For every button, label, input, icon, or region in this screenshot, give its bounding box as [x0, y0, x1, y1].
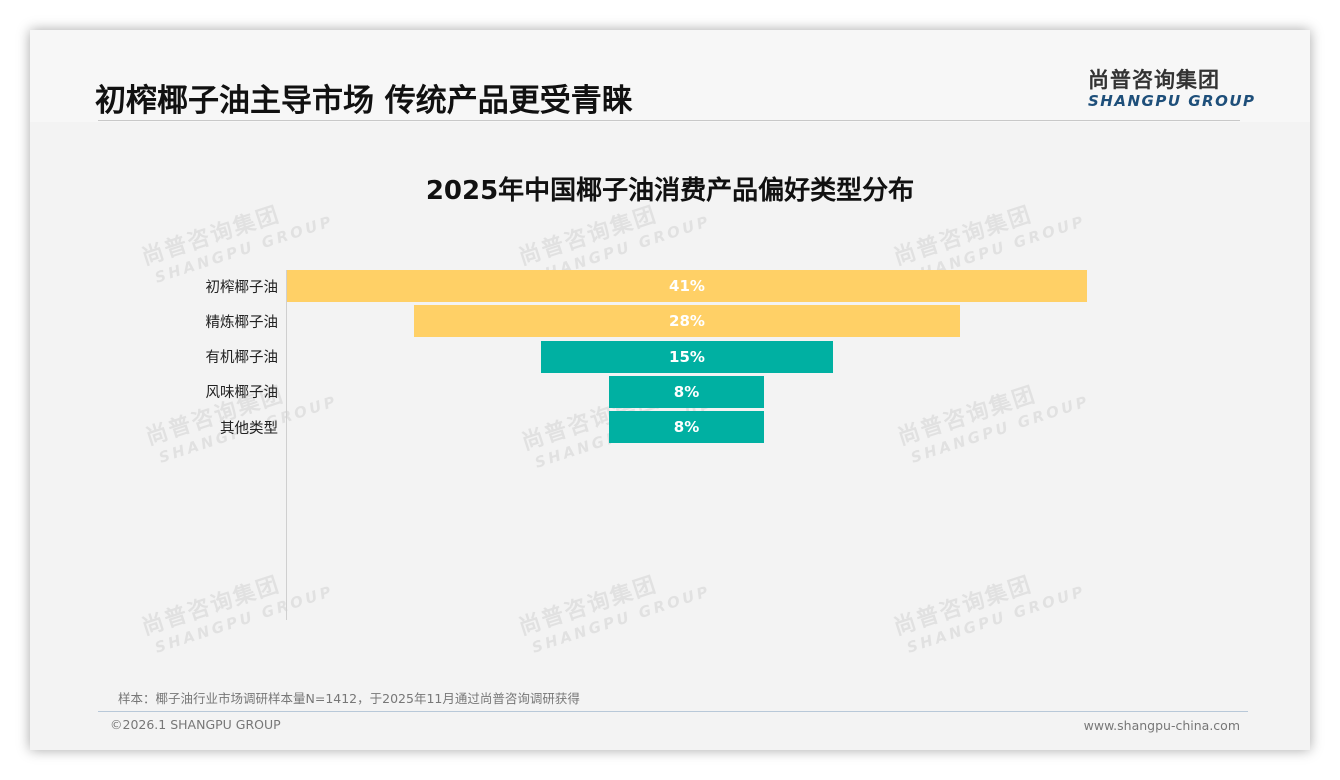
- bar-value-label: 41%: [669, 277, 705, 295]
- chart-title: 2025年中国椰子油消费产品偏好类型分布: [425, 176, 915, 206]
- funnel-bar: 28%: [414, 305, 960, 337]
- company-logo: 尚普咨询集团 SHANGPU GROUP: [1088, 64, 1256, 110]
- title-divider: [98, 120, 1240, 121]
- logo-english-text: SHANGPU GROUP: [1088, 92, 1256, 110]
- bar-value-label: 8%: [673, 418, 700, 436]
- funnel-bar: 41%: [287, 270, 1087, 302]
- slide: 初榨椰子油主导市场 传统产品更受青睐 尚普咨询集团 SHANGPU GROUP …: [30, 30, 1310, 750]
- copyright-text: ©2026.1 SHANGPU GROUP: [110, 717, 281, 732]
- bar-value-label: 8%: [673, 383, 700, 401]
- category-label: 其他类型: [220, 421, 278, 437]
- bar-value-label: 15%: [669, 348, 705, 366]
- funnel-bar: 8%: [609, 411, 764, 443]
- category-label: 精炼椰子油: [205, 315, 279, 331]
- footer-divider: [98, 711, 1248, 712]
- category-axis-line: [286, 270, 287, 620]
- header-band: [30, 30, 1310, 122]
- logo-chinese-text: 尚普咨询集团: [1088, 68, 1220, 92]
- funnel-bar: 8%: [609, 376, 764, 408]
- category-label: 初榨椰子油: [205, 280, 279, 296]
- funnel-bar: 15%: [541, 341, 833, 373]
- category-label: 风味椰子油: [205, 385, 279, 401]
- page-title: 初榨椰子油主导市场 传统产品更受青睐: [95, 83, 633, 119]
- bar-value-label: 28%: [669, 312, 705, 330]
- category-label: 有机椰子油: [205, 350, 279, 366]
- website-link[interactable]: www.shangpu-china.com: [1083, 718, 1240, 733]
- sample-note: 样本：椰子油行业市场调研样本量N=1412，于2025年11月通过尚普咨询调研获…: [118, 691, 580, 706]
